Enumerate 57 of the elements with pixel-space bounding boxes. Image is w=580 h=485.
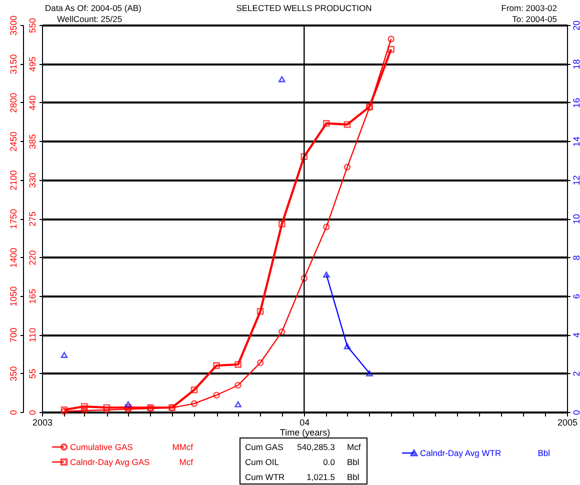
text: Data As Of: 2004-05 (AB)	[45, 3, 142, 13]
y2-tick-label: 10	[572, 214, 580, 224]
text: Cum WTR	[245, 472, 285, 482]
y-tick-label: 2800	[8, 92, 18, 113]
y3-tick-label: 385	[28, 134, 38, 150]
y-tick-label: 1750	[8, 208, 18, 230]
text: Bbl	[347, 457, 360, 467]
x-axis-title: Time (years)	[280, 428, 330, 438]
y2-tick-label: 12	[572, 175, 580, 186]
y-tick-label: 1050	[8, 286, 18, 306]
y3-tick-label: 330	[28, 172, 38, 188]
y2-tick-label: 0	[572, 410, 580, 416]
y-tick-label: 700	[8, 328, 18, 343]
text: To: 2004-05	[512, 14, 558, 24]
y2-tick-label: 16	[572, 98, 580, 108]
y-tick-label: 1400	[8, 248, 18, 268]
chart-title: SELECTED WELLS PRODUCTION	[236, 3, 372, 13]
text: Cum OIL	[245, 457, 280, 467]
y3-tick-label: 110	[28, 328, 38, 342]
legend-label: Calndr-Day Avg GAS	[70, 457, 150, 467]
x-tick-label: 04	[300, 418, 310, 428]
legend-label: Cumulative GAS	[70, 442, 134, 452]
y-tick-label: 350	[8, 366, 18, 382]
y3-tick-label: 440	[28, 95, 38, 110]
y3-tick-label: 220	[28, 250, 38, 266]
text: Cum GAS	[245, 442, 284, 452]
text: 1,021.5	[306, 472, 336, 482]
y2-tick-label: 8	[572, 255, 580, 260]
y2-tick-label: 2	[572, 371, 580, 376]
x-tick-label: 2005	[557, 418, 578, 428]
legend-label: Calndr-Day Avg WTR	[420, 448, 502, 458]
text: Mcf	[179, 457, 194, 467]
text: Mcf	[347, 442, 362, 452]
y-tick-label: 2100	[8, 170, 18, 190]
y3-tick-label: 275	[28, 211, 38, 227]
x-tick-label: 2003	[32, 418, 53, 428]
y3-tick-label: 0	[28, 410, 38, 416]
y-tick-label: 0	[8, 410, 18, 416]
y-tick-label: 2450	[8, 132, 18, 152]
y3-tick-label: 55	[28, 368, 38, 379]
y2-tick-label: 18	[572, 59, 580, 70]
text: 540,285.3	[297, 442, 336, 452]
text: From: 2003-02	[501, 3, 558, 13]
text: MMcf	[172, 442, 194, 452]
y2-tick-label: 14	[572, 136, 580, 147]
text: Bbl	[347, 472, 360, 482]
y-tick-label: 3150	[8, 54, 18, 74]
y2-tick-label: 6	[572, 294, 580, 299]
y3-tick-label: 550	[28, 18, 38, 34]
y3-tick-label: 165	[28, 288, 38, 304]
y2-tick-label: 20	[572, 20, 580, 31]
text: Bbl	[538, 448, 550, 458]
text: WellCount: 25/25	[57, 14, 122, 24]
y3-tick-label: 495	[28, 56, 38, 72]
y-tick-label: 3500	[8, 15, 18, 36]
y2-tick-label: 4	[572, 332, 580, 338]
text: 0.0	[323, 457, 336, 467]
